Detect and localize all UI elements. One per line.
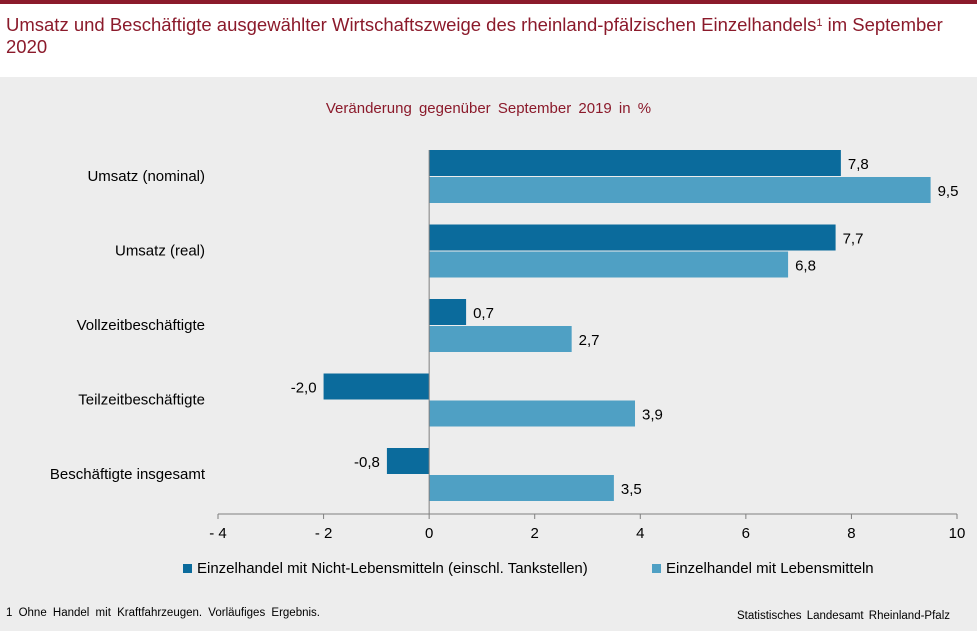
data-label: 7,8 [848, 156, 869, 173]
data-label: 3,5 [621, 481, 642, 498]
top-accent-line [0, 0, 977, 4]
data-label: 0,7 [473, 305, 494, 322]
x-tick-label: 8 [847, 525, 855, 542]
bar [429, 251, 789, 278]
bar [386, 448, 430, 474]
x-tick-label: 2 [531, 525, 539, 542]
x-tick-label: - 4 [209, 525, 227, 542]
title-suffix: im September 2020 [6, 14, 943, 57]
x-tick-label: 0 [425, 525, 433, 542]
page-title: Umsatz und Beschäftigte ausgewählter Wir… [6, 14, 966, 58]
legend-label-food: Einzelhandel mit Lebensmitteln [666, 560, 874, 577]
bar [429, 326, 572, 352]
category-label: Umsatz (nominal) [87, 168, 205, 185]
data-label: 2,7 [579, 332, 600, 349]
bar [429, 150, 841, 176]
data-label: 6,8 [795, 258, 816, 275]
category-label: Beschäftigte insgesamt [50, 466, 206, 483]
data-label: -2,0 [291, 380, 317, 397]
bar [323, 373, 430, 400]
legend-swatch-non-food [183, 564, 192, 573]
bar [429, 177, 931, 203]
legend-swatch-food [652, 564, 661, 573]
data-label: -0,8 [354, 454, 380, 471]
x-tick-label: 4 [636, 525, 644, 542]
bar [429, 475, 614, 501]
title-footnote-marker: 1 [816, 17, 823, 29]
category-label: Umsatz (real) [115, 243, 205, 260]
bar [429, 400, 636, 427]
category-label: Teilzeitbeschäftigte [78, 392, 205, 409]
x-tick-label: - 2 [315, 525, 333, 542]
legend-label-non-food: Einzelhandel mit Nicht-Lebensmitteln (ei… [197, 560, 588, 577]
legend-item-non-food: Einzelhandel mit Nicht-Lebensmitteln (ei… [183, 560, 588, 577]
title-text: Umsatz und Beschäftigte ausgewählter Wir… [6, 14, 817, 35]
x-tick-label: 6 [742, 525, 750, 542]
bar [429, 224, 836, 251]
legend-item-food: Einzelhandel mit Lebensmitteln [652, 560, 874, 577]
source-note: Statistisches Landesamt Rheinland-Pfalz [736, 610, 950, 622]
bar [429, 299, 467, 325]
data-label: 3,9 [642, 407, 663, 424]
footnote: 1 Ohne Handel mit Kraftfahrzeugen. Vorlä… [6, 607, 320, 619]
data-label: 9,5 [938, 183, 959, 200]
title-separator [0, 69, 977, 77]
data-label: 7,7 [843, 231, 864, 248]
chart-subtitle: Veränderung gegenüber September 2019 in … [325, 100, 652, 117]
category-label: Vollzeitbeschäftigte [77, 317, 205, 334]
x-tick-label: 10 [949, 525, 966, 542]
